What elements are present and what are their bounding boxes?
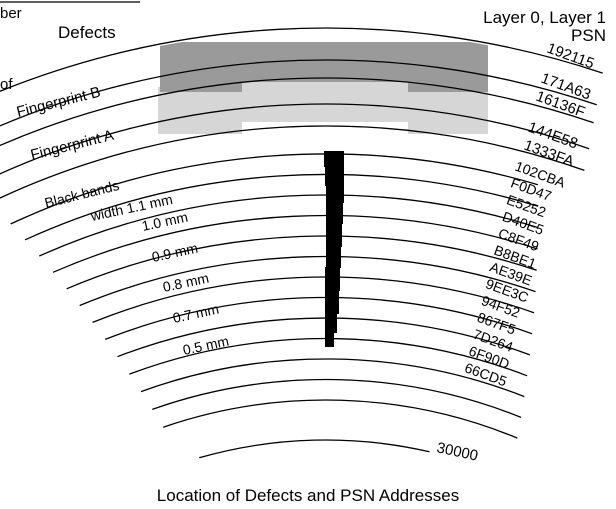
track-arc-top [0,103,590,175]
track-arc-band [152,378,522,419]
track-arc-band [140,358,525,398]
track-arcs [0,27,603,459]
defect-band-segment [325,290,339,314]
defect-band-segment [325,267,340,291]
track-arc-band [92,276,535,324]
track-arc-bottom [199,439,430,459]
psn-band-labels: 102CBAF0D47E5252D40E5C8F49B8BE1AE39E9EE3… [463,158,568,390]
defects-label: Defects [58,23,116,42]
psn-label: PSN [571,26,606,45]
defect-band-segment [324,151,344,167]
track-arc-band [117,317,531,358]
left-fragment-label: of [0,76,13,93]
bottom-value-label: 30000 [435,439,479,464]
band-width-label: 0.7 mm [171,301,220,326]
track-arc-band [39,194,539,257]
defect-band-segment [325,332,334,347]
track-arc-top [0,77,594,147]
defect-band-segment [326,246,341,268]
track-arc-top [0,125,585,199]
band-width-label: 0.9 mm [150,240,199,265]
layers-label: Layer 0, Layer 1 [483,8,606,27]
track-arc-band [10,153,539,225]
track-arc-band [66,235,537,290]
top-left-fragment-label: ber [0,5,22,22]
diagram-caption: Location of Defects and PSN Addresses [156,486,460,505]
defect-band-segment [325,313,337,333]
track-arc-band [162,399,518,439]
track-arc-band [24,173,539,241]
track-arc-band [79,255,536,307]
track-arc-top [0,59,597,127]
band-width-label: 0.8 mm [161,270,210,295]
fingerprint-b-label: Fingerprint B [15,84,102,121]
track-arc-top [0,27,603,92]
defect-band-segment [325,166,344,186]
band-width-label: 0.5 mm [181,333,230,358]
track-arc-band [104,296,533,341]
defect-band-segment [326,185,344,203]
defect-band-segment [326,202,343,224]
defect-band-segment [326,223,342,247]
track-arc-band [52,214,538,273]
band-width-labels: width 1.1 mm1.0 mm0.9 mm0.8 mm0.7 mm0.5 … [88,191,230,358]
defect-black-band [324,151,344,347]
